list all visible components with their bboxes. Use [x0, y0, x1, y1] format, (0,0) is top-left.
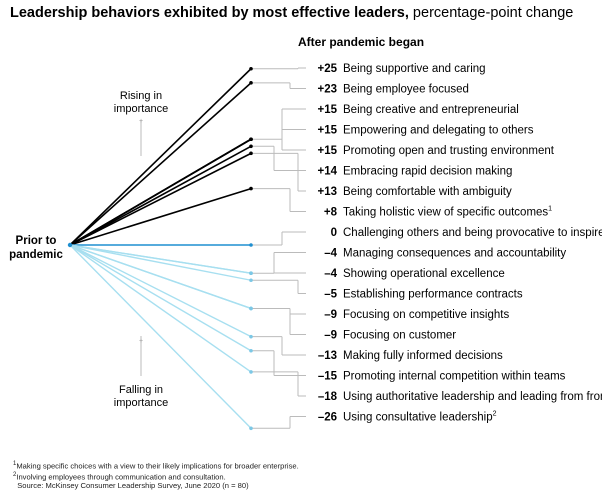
value-labels: +25 +23 +15 +15 +15 +14 +13 +8 0 –4 –4 –5 –9 –9 –13 –15…: [317, 63, 337, 424]
behavior-label: Managing consequences and accountability: [343, 248, 566, 260]
slope-line: [69, 244, 252, 373]
footnote-1: 1Making specific choices with a view to …: [13, 461, 299, 471]
endpoint-dot: [249, 151, 253, 156]
origin-label-line2: pandemic: [9, 249, 63, 261]
endpoint-dot: [249, 426, 253, 431]
slope-line: [69, 152, 252, 246]
value-label: –26: [318, 412, 337, 424]
endpoint-dots: [67, 66, 253, 431]
value-label: –4: [324, 268, 337, 280]
falling-label-line1: Falling in: [119, 384, 163, 396]
svg-text:+: +: [139, 118, 143, 125]
slope-line: [69, 138, 252, 246]
slope-line: [69, 244, 252, 281]
value-label: –18: [318, 391, 338, 403]
value-label: +15: [317, 125, 337, 137]
behavior-label: Being comfortable with ambiguity: [343, 186, 512, 198]
endpoint-dot: [249, 370, 253, 374]
behavior-label: Taking holistic view of specific outcome…: [343, 206, 552, 219]
chart-title-bold: Leadership behaviors exhibited by most e…: [10, 5, 409, 21]
endpoint-dot: [249, 348, 253, 353]
rising-label-line2: importance: [114, 103, 168, 115]
slope-line: [69, 187, 252, 246]
chart-title-rest: percentage-point change: [408, 5, 574, 21]
column-header: After pandemic began: [298, 35, 424, 49]
value-label: +25: [317, 63, 337, 75]
behavior-label: Being creative and entrepreneurial: [343, 104, 519, 116]
rising-label-line1: Rising in: [120, 90, 162, 102]
behavior-label: Being supportive and caring: [343, 63, 486, 75]
slope-line: [69, 244, 252, 429]
rising-arrow-icon: +: [139, 118, 143, 156]
behavior-label: Empowering and delegating to others: [343, 125, 534, 137]
value-label: +23: [317, 84, 337, 96]
slope-line: [69, 244, 252, 310]
value-label: –15: [318, 371, 338, 383]
slope-line: [69, 145, 252, 246]
behavior-label: Promoting internal competition within te…: [343, 371, 566, 383]
behavior-label: Promoting open and trusting environment: [343, 145, 555, 157]
value-label: +8: [324, 207, 338, 219]
endpoint-dot: [249, 334, 253, 339]
value-label: +14: [317, 166, 337, 178]
behavior-label: Establishing performance contracts: [343, 289, 523, 301]
value-label: –9: [324, 309, 337, 321]
value-label: 0: [331, 227, 337, 239]
footnote-source: Source: McKinsey Consumer Leadership Sur…: [17, 481, 249, 491]
slope-lines: [69, 68, 252, 429]
behavior-label: Being employee focused: [343, 84, 469, 96]
slope-line: [69, 82, 252, 246]
value-label: –13: [318, 350, 337, 362]
behavior-label: Focusing on customer: [343, 330, 456, 342]
falling-arrow-icon: +: [139, 336, 143, 376]
behavior-label: Making fully informed decisions: [343, 350, 503, 362]
endpoint-dot: [249, 186, 253, 191]
behavior-label: Challenging others and being provocative…: [343, 227, 602, 239]
behavior-label: Using authoritative leadership and leadi…: [343, 391, 602, 403]
svg-text:+: +: [139, 338, 143, 345]
behavior-labels: Being supportive and caring Being employe…: [343, 63, 602, 424]
endpoint-dot: [249, 137, 253, 142]
slope-line: [69, 244, 252, 274]
endpoint-dot: [249, 81, 253, 85]
value-label: –4: [324, 248, 337, 260]
endpoint-dot: [249, 306, 253, 311]
behavior-label: Focusing on competitive insights: [343, 309, 509, 321]
falling-label-line2: importance: [114, 397, 168, 409]
behavior-label: Embracing rapid decision making: [343, 166, 512, 178]
footnotes: 1Making specific choices with a view to …: [13, 460, 299, 490]
endpoint-dot: [249, 144, 253, 149]
behavior-label: Showing operational excellence: [343, 268, 505, 280]
endpoint-dot: [249, 278, 253, 283]
endpoint-dot: [249, 243, 253, 247]
value-label: +13: [317, 186, 337, 198]
value-label: –9: [324, 330, 337, 342]
slope-line: [69, 68, 252, 246]
endpoint-dot: [249, 271, 253, 276]
slope-line: [69, 244, 252, 352]
value-label: +15: [317, 104, 337, 116]
label-brackets: [251, 67, 306, 429]
origin-dot: [67, 242, 73, 248]
footnote-2: 2Involving employees through communicati…: [13, 471, 226, 482]
value-label: +15: [317, 145, 337, 157]
chart-title: Leadership behaviors exhibited by most e…: [10, 5, 573, 21]
endpoint-dot: [249, 66, 253, 71]
value-label: –5: [324, 289, 337, 301]
slope-line: [69, 244, 252, 338]
behavior-label: Using consultative leadership2: [343, 411, 497, 424]
origin-label-line1: Prior to: [16, 235, 57, 247]
